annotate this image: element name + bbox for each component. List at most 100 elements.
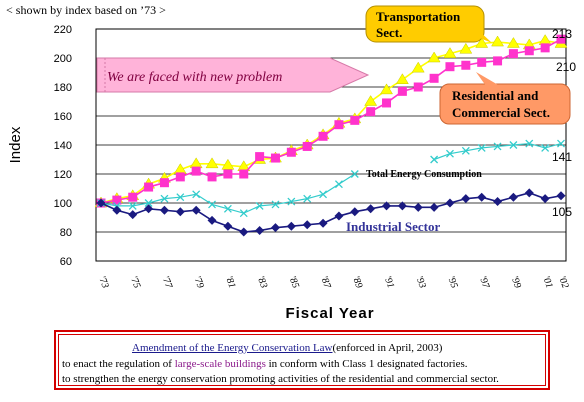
x-tick-label: '73 [96,275,110,290]
note-line-1: Amendment of the Energy Conservation Law… [132,342,442,354]
industrial-point [144,204,154,214]
total-point [525,139,534,148]
industrial-point [318,218,328,228]
residential-point [191,166,201,176]
y-axis-label: Index [7,126,24,163]
industrial-point [286,221,296,231]
transport-point [395,73,409,84]
residential-callout [439,83,571,125]
industrial-point [382,201,392,211]
total-point [477,143,486,152]
total-point [160,194,169,203]
y-tick-label: 60 [60,256,72,268]
residential-label-line-2: Commercial Sect. [452,105,550,120]
industrial-point [477,192,487,202]
residential-point [350,115,360,125]
total-point [509,141,518,149]
transport-point [459,42,473,54]
x-tick-label: '02 [556,275,570,290]
industrial-point [302,220,312,230]
residential-point [239,169,249,179]
residential-point [556,34,566,44]
total-point [287,197,296,206]
total-point [255,201,264,210]
industrial-point [445,198,455,208]
industrial-point [556,191,566,201]
y-tick-label: 140 [54,140,72,152]
residential-point [413,82,423,92]
total-point [208,200,216,209]
industrial-point [239,227,249,237]
x-tick-label: '97 [477,275,492,291]
total-point [350,170,359,178]
x-tick-label: '91 [382,275,396,290]
x-tick-label: '77 [160,275,175,291]
total-point [128,201,137,210]
residential-label-line-1: Residential and [452,88,539,103]
residential-point [493,56,503,66]
total-point [446,149,454,158]
x-tick-label: '81 [223,275,237,290]
total-point [192,190,201,199]
transport-point [506,37,520,48]
transport-point [475,37,489,48]
industrial-point [255,226,265,236]
transport-point [411,61,425,73]
residential-point [223,169,233,179]
industrial-point [223,221,233,231]
transport-callout [365,5,485,43]
industrial-point [493,197,503,207]
value-label-210: 210 [556,60,576,74]
industrial-point [191,205,201,215]
note-line-3: to strengthen the energy conservation pr… [62,373,499,385]
transport-label-line-2: Sect. [376,25,402,40]
residential-point [461,60,471,70]
industrial-point [112,205,122,215]
industrial-point [350,207,360,217]
residential-point [366,107,376,117]
transport-label-line-1: Transportation [376,9,461,24]
residential-point [302,141,312,151]
total-point [271,200,280,209]
value-label-213: 213 [552,27,572,41]
note-line-2-pre: to enact the regulation of [62,358,175,370]
industrial-point [397,201,407,211]
large-scale-buildings-text: large-scale buildings [174,358,266,370]
industrial-point [429,202,439,212]
industrial-point [540,194,550,204]
amendment-link[interactable]: Amendment of the Energy Conservation Law [132,342,333,354]
x-axis-label: Fiscal Year [285,305,374,322]
x-tick-label: '95 [445,275,459,290]
industrial-point [413,202,423,212]
total-point [144,199,153,207]
industrial-point [508,192,518,202]
total-point [303,194,312,203]
enforced-text: (enforced in April, 2003) [332,342,443,354]
residential-point [207,172,217,182]
residential-callout-pointer [476,72,500,86]
x-tick-label: '87 [318,275,333,291]
transport-point [205,157,219,169]
problem-banner-tail [96,57,106,93]
industrial-point [159,205,169,215]
transport-point [443,47,457,58]
residential-point [159,178,169,188]
industrial-point [366,204,376,214]
total-point [223,204,232,213]
x-tick-label: '79 [191,275,205,290]
transport-callout-pointer [470,28,492,43]
residential-point [286,147,296,157]
transport-point [189,157,203,169]
y-tick-label: 200 [54,53,72,65]
y-tick-label: 160 [54,111,72,123]
x-tick-label: '85 [286,275,300,290]
total-point [239,209,248,218]
x-tick-label: '83 [255,275,269,290]
y-tick-label: 100 [54,198,72,210]
residential-point [144,182,154,192]
note-line-2-post: in conform with Class 1 designated facto… [265,358,468,370]
residential-point [429,73,439,83]
total-point [430,155,439,164]
industrial-point [334,211,344,221]
